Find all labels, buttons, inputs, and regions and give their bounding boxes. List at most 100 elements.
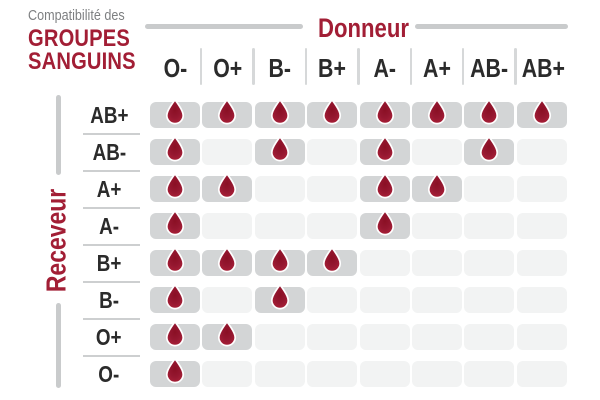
blood-drop-icon	[480, 99, 499, 125]
cell-receiver-b-pos-donor-o-pos-compatible	[202, 247, 253, 276]
cell-receiver-a-pos-donor-ab-pos-incompatible	[516, 176, 567, 202]
donor-axis-label: Donneur	[306, 13, 420, 43]
cell-receiver-ab-pos-donor-b-neg-compatible	[254, 99, 305, 128]
donor-column-header-b-neg: B-	[255, 53, 305, 83]
cell-receiver-o-pos-donor-b-pos-incompatible	[307, 324, 358, 350]
receiver-row-separator	[83, 355, 140, 357]
cell-receiver-b-pos-donor-b-pos-compatible	[307, 247, 358, 276]
blood-drop-icon	[165, 284, 185, 310]
cell-receiver-o-neg-donor-b-pos-incompatible	[307, 361, 358, 387]
cell-receiver-o-pos-donor-ab-pos-incompatible	[516, 324, 567, 350]
cell-receiver-o-neg-donor-ab-pos-incompatible	[516, 361, 567, 387]
donor-axis-label-text: Donneur	[317, 13, 409, 43]
blood-drop-icon	[218, 247, 237, 273]
receiver-row-label-text: B+	[96, 250, 122, 276]
donor-header-divider	[199, 48, 203, 85]
blood-drop-icon	[270, 284, 289, 310]
cell-receiver-a-neg-donor-b-neg-incompatible	[254, 213, 305, 239]
cell-receiver-ab-pos-donor-a-neg-compatible	[359, 99, 410, 128]
cell-receiver-a-neg-donor-o-pos-incompatible	[202, 213, 253, 239]
cell-receiver-a-neg-donor-a-pos-incompatible	[412, 213, 462, 239]
blood-drop-icon	[427, 173, 447, 199]
receiver-row-separator	[83, 207, 140, 209]
receiver-row-label-b-pos: B+	[80, 250, 138, 276]
title-line1: GROUPES	[28, 27, 156, 51]
donor-column-header-a-pos: A+	[412, 53, 462, 83]
receiver-row-label-b-neg: B-	[80, 287, 138, 313]
cell-receiver-b-neg-donor-ab-neg-incompatible	[464, 287, 515, 313]
blood-drop-icon	[218, 321, 237, 347]
cell-receiver-ab-neg-donor-ab-pos-incompatible	[516, 139, 567, 165]
cell-receiver-a-pos-donor-o-neg-compatible	[150, 173, 200, 202]
donor-column-header-a-neg: A-	[360, 53, 410, 83]
cell-receiver-ab-pos-donor-a-pos-compatible	[412, 99, 462, 128]
blood-drop-icon	[323, 247, 342, 273]
cell-receiver-a-neg-donor-b-pos-incompatible	[307, 213, 358, 239]
donor-header-divider	[304, 48, 308, 85]
blood-drop-icon	[165, 321, 185, 347]
receiver-row-separator	[83, 170, 140, 172]
receiver-axis-line-top	[56, 95, 61, 175]
cell-receiver-b-pos-donor-ab-pos-incompatible	[516, 250, 567, 276]
cell-receiver-a-pos-donor-o-pos-compatible	[202, 173, 253, 202]
cell-receiver-b-neg-donor-ab-pos-incompatible	[516, 287, 567, 313]
cell-receiver-b-pos-donor-o-neg-compatible	[150, 247, 200, 276]
blood-drop-icon	[323, 99, 342, 125]
receiver-axis-line-bottom	[56, 303, 61, 388]
cell-receiver-ab-neg-donor-b-pos-incompatible	[307, 139, 358, 165]
blood-drop-icon	[270, 136, 289, 162]
receiver-axis-label-text: Receveur	[40, 188, 72, 293]
cell-receiver-ab-neg-donor-o-neg-compatible	[150, 136, 200, 165]
title-block: Compatibilité des GROUPES SANGUINS	[28, 7, 156, 75]
blood-drop-icon	[165, 173, 185, 199]
blood-drop-icon	[375, 99, 394, 125]
donor-column-header-text: B+	[318, 53, 347, 83]
cell-receiver-b-pos-donor-ab-neg-incompatible	[464, 250, 515, 276]
donor-header-divider	[409, 48, 412, 85]
donor-column-header-b-pos: B+	[307, 53, 357, 83]
blood-drop-icon	[375, 136, 394, 162]
receiver-row-label-o-pos: O+	[80, 324, 138, 350]
cell-receiver-o-pos-donor-a-neg-incompatible	[359, 324, 410, 350]
cell-receiver-o-neg-donor-b-neg-incompatible	[254, 361, 305, 387]
cell-receiver-ab-neg-donor-ab-neg-compatible	[464, 136, 515, 165]
blood-drop-icon	[165, 210, 185, 236]
receiver-row-label-text: A-	[99, 213, 119, 239]
donor-column-header-text: A+	[423, 53, 451, 83]
donor-column-header-text: A-	[373, 53, 396, 83]
blood-drop-icon	[165, 247, 185, 273]
cell-receiver-b-pos-donor-b-neg-compatible	[254, 247, 305, 276]
cell-receiver-a-pos-donor-b-pos-incompatible	[307, 176, 358, 202]
cell-receiver-b-neg-donor-b-neg-compatible	[254, 284, 305, 313]
blood-drop-icon	[375, 210, 394, 236]
blood-drop-icon	[375, 173, 394, 199]
donor-column-header-text: AB+	[521, 53, 565, 83]
blood-drop-icon	[218, 173, 237, 199]
cell-receiver-b-pos-donor-a-pos-incompatible	[412, 250, 462, 276]
cell-receiver-a-pos-donor-a-pos-compatible	[412, 173, 462, 202]
cell-receiver-o-neg-donor-o-neg-compatible	[150, 358, 200, 387]
cell-receiver-a-neg-donor-o-neg-compatible	[150, 210, 200, 239]
cell-receiver-a-pos-donor-ab-neg-incompatible	[464, 176, 515, 202]
receiver-row-label-text: AB-	[92, 139, 126, 165]
donor-header-divider	[514, 48, 517, 85]
cell-receiver-b-neg-donor-o-neg-compatible	[150, 284, 200, 313]
title-line2-text: SANGUINS	[28, 48, 136, 75]
donor-header-divider	[252, 48, 255, 85]
receiver-row-label-a-pos: A+	[80, 176, 138, 202]
receiver-row-separator	[83, 281, 140, 283]
donor-header-divider	[357, 48, 360, 85]
cell-receiver-o-neg-donor-a-pos-incompatible	[412, 361, 462, 387]
cell-receiver-o-neg-donor-ab-neg-incompatible	[464, 361, 515, 387]
cell-receiver-ab-neg-donor-o-pos-incompatible	[202, 139, 253, 165]
cell-receiver-ab-neg-donor-a-pos-incompatible	[412, 139, 462, 165]
receiver-row-label-text: AB+	[89, 102, 129, 128]
receiver-row-label-ab-neg: AB-	[80, 139, 138, 165]
cell-receiver-ab-pos-donor-ab-neg-compatible	[464, 99, 515, 128]
title-line2: SANGUINS	[28, 48, 156, 75]
cell-receiver-a-neg-donor-a-neg-compatible	[359, 210, 410, 239]
cell-receiver-ab-neg-donor-a-neg-compatible	[359, 136, 410, 165]
blood-drop-icon	[218, 99, 237, 125]
donor-column-header-o-pos: O+	[202, 53, 252, 83]
